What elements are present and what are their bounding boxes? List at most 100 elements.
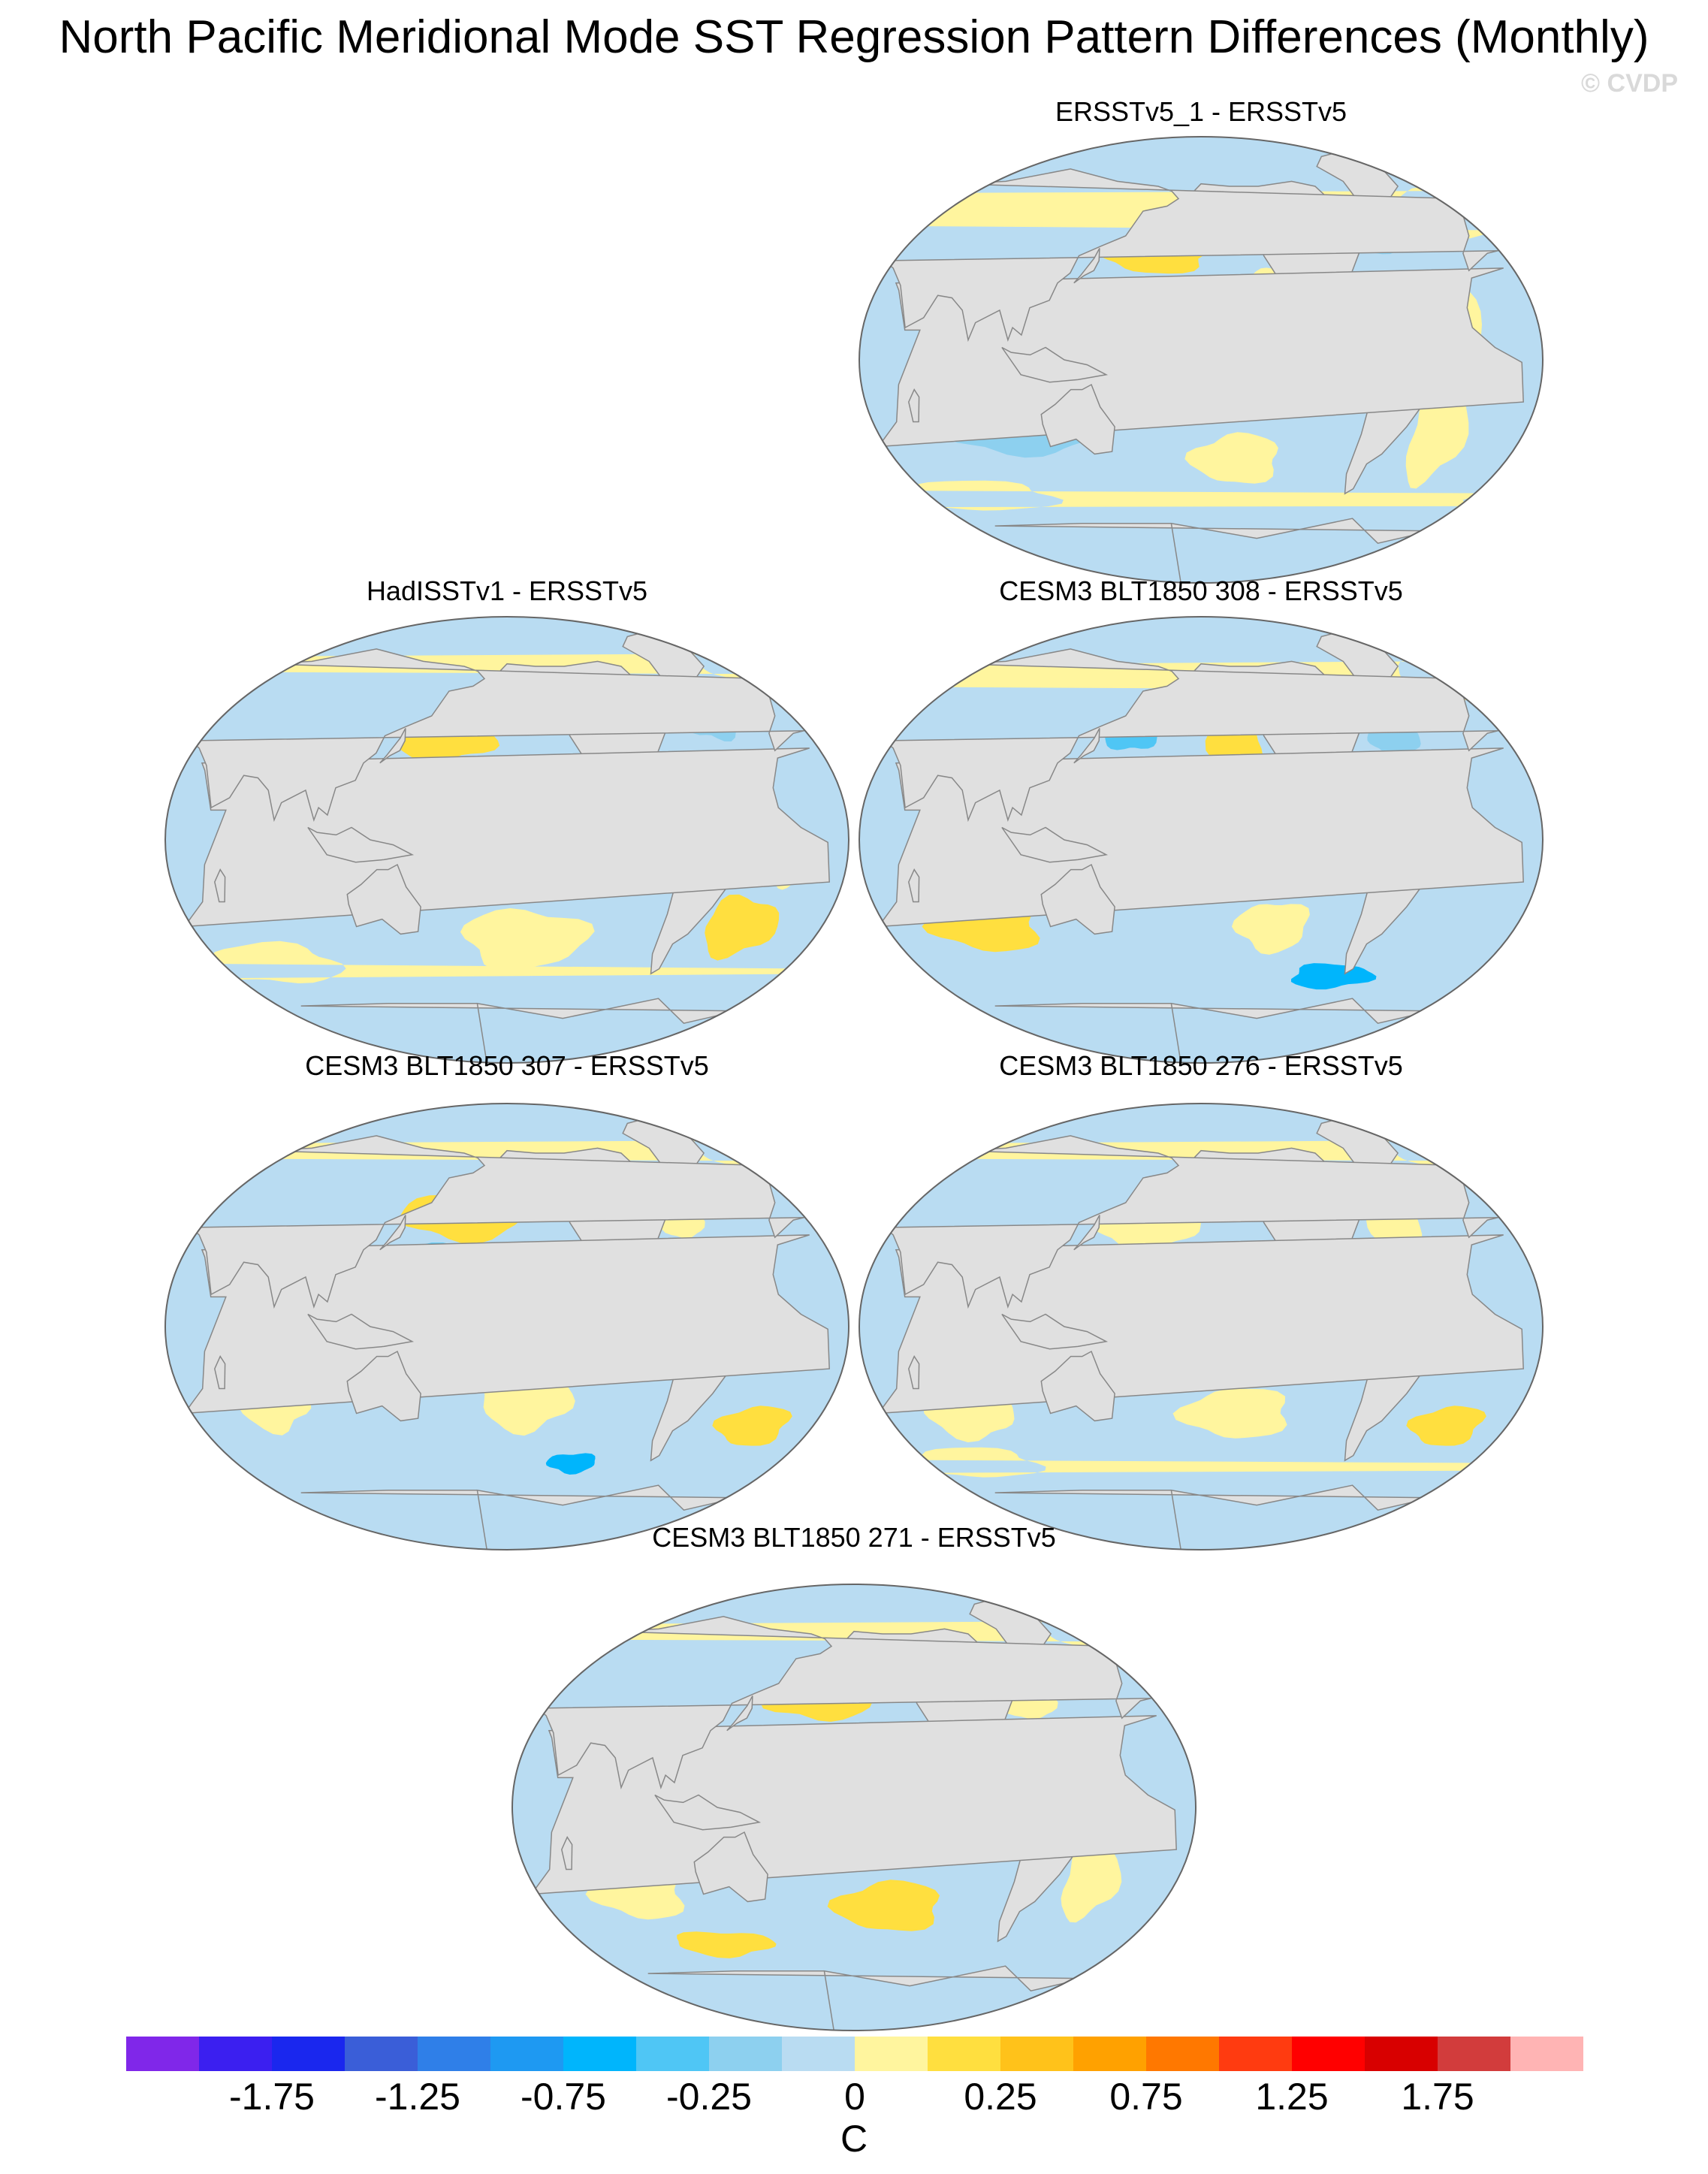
antarctica-land [647,1965,1085,2031]
africa-land [877,1234,1524,1415]
africa-land [530,1715,1177,1895]
colorbar-box [272,2037,345,2071]
indonesia-land [1001,826,1109,863]
panel-title: CESM3 BLT1850 276 - ERSSTv5 [999,1050,1403,1081]
australia-land [346,863,421,935]
indonesia-land [1001,346,1109,383]
figure-title: North Pacific Meridional Mode SST Regres… [59,11,1649,63]
anomaly-region [705,894,780,961]
japan-land [379,728,406,764]
anomaly-region [677,1931,777,1958]
madagascar-land [908,868,920,903]
colorbar-box [782,2037,855,2071]
panel-title: CESM3 BLT1850 307 - ERSSTv5 [305,1050,709,1081]
colorbar-box [199,2037,272,2071]
madagascar-land [908,1355,920,1390]
colorbar-box [1438,2037,1510,2071]
madagascar-land [561,1836,573,1871]
map-outline [859,136,1544,584]
sst-difference-map [511,1584,1197,2031]
japan-land [379,1215,406,1251]
eurasia-land [189,1135,804,1309]
australia-land [346,1350,421,1422]
anomaly-region [1061,1843,1122,1923]
antarctica-land [300,1484,738,1550]
africa-land [877,267,1524,448]
anomaly-region [1406,1406,1486,1446]
anomaly-region [545,1453,596,1475]
africa-land [183,747,830,928]
colorbar-box [1292,2037,1365,2071]
antarctica-land [994,998,1432,1063]
watermark: © CVDP [1581,69,1678,98]
anomaly-region [1231,904,1310,955]
map-outline [859,1103,1544,1550]
africa-land [183,1234,830,1415]
colorbar-tick-label: 0.75 [1109,2076,1183,2118]
colorbar-box [490,2037,563,2071]
colorbar-box [928,2037,1000,2071]
sst-difference-map [164,1103,849,1550]
madagascar-land [214,868,226,903]
japan-land [1073,1215,1100,1251]
anomaly-region [908,480,1491,511]
colorbar-tick-label: -0.25 [666,2076,752,2118]
sst-difference-map [859,1103,1544,1550]
eurasia-land [536,1616,1151,1790]
anomaly-region [1172,1388,1287,1439]
colorbar-tick-label: 0.25 [964,2076,1037,2118]
eurasia-land [883,648,1498,823]
madagascar-land [908,388,920,423]
antarctica-land [994,1484,1432,1550]
indonesia-land [307,826,415,863]
map-outline [164,616,849,1064]
colorbar-box [1219,2037,1292,2071]
panel-title: CESM3 BLT1850 271 - ERSSTv5 [652,1522,1056,1553]
panel-title: ERSSTv5_1 - ERSSTv5 [1055,96,1347,127]
panel-title: HadISSTv1 - ERSSTv5 [366,575,648,606]
eurasia-land [189,648,804,823]
australia-land [1040,1350,1115,1422]
colorbar [126,2037,1583,2071]
panel-title: CESM3 BLT1850 308 - ERSSTv5 [999,575,1403,606]
colorbar-box [563,2037,636,2071]
colorbar-box [1000,2037,1073,2071]
colorbar-box [1510,2037,1583,2071]
colorbar-box [1365,2037,1438,2071]
colorbar-box [855,2037,928,2071]
colorbar-units: C [840,2118,868,2160]
anomaly-region [1184,432,1278,484]
colorbar-tick-label: -1.25 [375,2076,460,2118]
colorbar-box [345,2037,418,2071]
anomaly-region [915,1447,1491,1478]
anomaly-region [1290,963,1377,990]
japan-land [1073,248,1100,284]
sst-difference-map [164,616,849,1064]
australia-land [1040,863,1115,935]
colorbar-tick-label: 1.25 [1255,2076,1329,2118]
map-outline [511,1584,1197,2031]
japan-land [726,1695,753,1732]
colorbar-tick-label: -1.75 [229,2076,315,2118]
indonesia-land [654,1794,762,1831]
australia-land [1040,383,1115,455]
colorbar-tick-label: 1.75 [1401,2076,1474,2118]
colorbar-box [1146,2037,1219,2071]
antarctica-land [300,998,738,1063]
indonesia-land [1001,1313,1109,1350]
anomaly-region [827,1880,940,1931]
sst-difference-map [859,616,1544,1064]
japan-land [1073,728,1100,764]
indonesia-land [307,1313,415,1350]
map-outline [859,616,1544,1064]
colorbar-box [636,2037,709,2071]
eurasia-land [883,168,1498,343]
colorbar-tick-label: -0.75 [521,2076,606,2118]
colorbar-box [709,2037,782,2071]
australia-land [693,1831,768,1903]
colorbar-box [126,2037,199,2071]
africa-land [877,747,1524,928]
colorbar-tick-label: 0 [844,2076,865,2118]
map-outline [164,1103,849,1550]
anomaly-region [712,1406,792,1446]
